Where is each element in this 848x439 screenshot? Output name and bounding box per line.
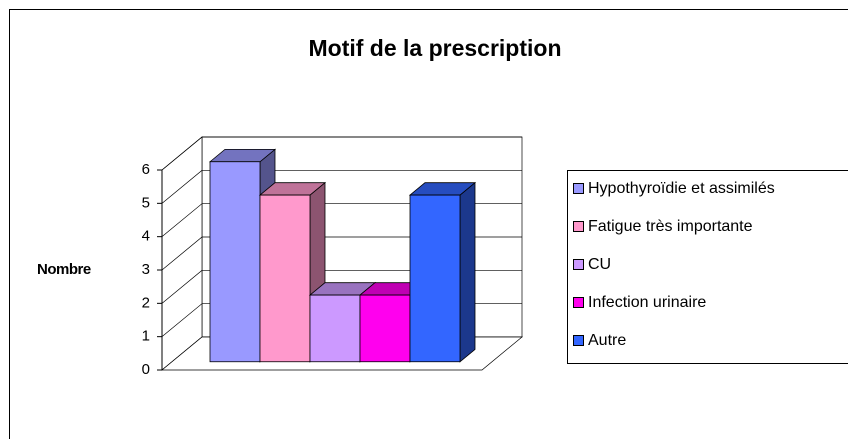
grid-line — [161, 136, 522, 171]
bar — [209, 161, 261, 363]
legend-label: Fatigue très importante — [588, 218, 753, 235]
y-tick-label: 6 — [142, 161, 150, 178]
y-axis-label: Nombre — [37, 261, 91, 278]
bar — [359, 294, 411, 363]
y-tick-label: 0 — [142, 361, 150, 378]
legend-label: Hypothyroïdie et assimilés — [588, 180, 775, 197]
y-tick-label: 5 — [142, 194, 150, 211]
bar — [309, 294, 361, 363]
legend-label: Autre — [588, 332, 626, 349]
legend-label: Infection urinaire — [588, 294, 706, 311]
legend-swatch — [573, 221, 584, 232]
grid-line — [161, 169, 522, 204]
legend-swatch — [573, 297, 584, 308]
y-tick-label: 3 — [142, 261, 150, 278]
legend-swatch — [573, 183, 584, 194]
legend-swatch — [573, 259, 584, 270]
bar — [259, 194, 311, 363]
legend-swatch — [573, 335, 584, 346]
chart-title: Motif de la prescription — [308, 35, 561, 61]
bar — [409, 194, 461, 363]
y-tick-label: 1 — [142, 328, 150, 345]
y-tick-label: 2 — [142, 294, 150, 311]
y-tick-label: 4 — [142, 228, 150, 245]
bar-side — [459, 181, 476, 363]
legend-label: CU — [588, 256, 611, 273]
legend-box — [567, 170, 848, 364]
